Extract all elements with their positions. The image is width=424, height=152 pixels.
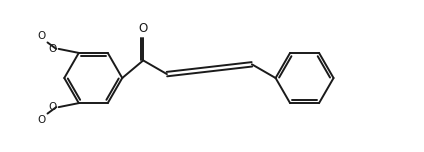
Text: O: O	[38, 31, 46, 41]
Text: O: O	[38, 115, 46, 125]
Text: O: O	[139, 22, 148, 35]
Text: O: O	[49, 44, 57, 54]
Text: O: O	[49, 102, 57, 112]
